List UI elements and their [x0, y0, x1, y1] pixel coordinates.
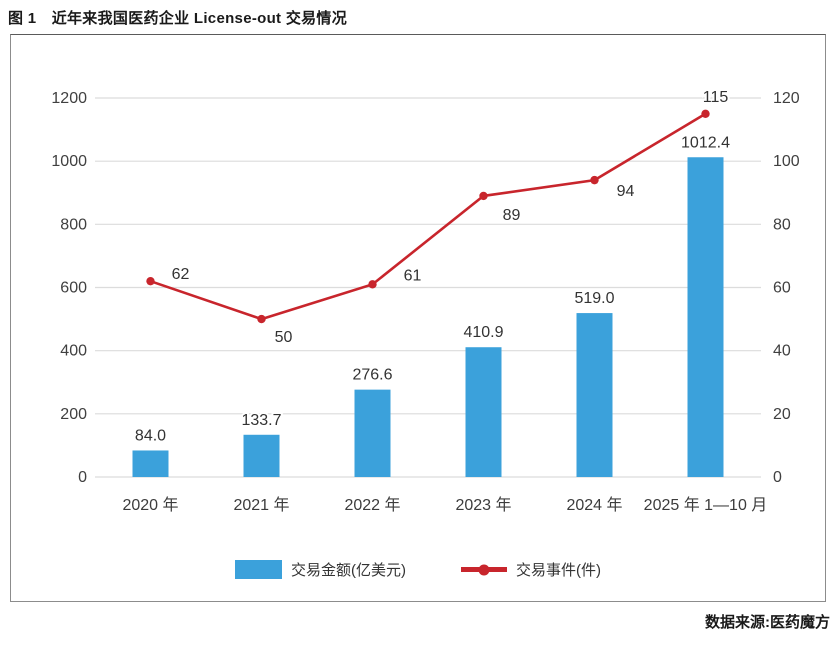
- line-point: [257, 314, 266, 324]
- x-axis-label: 2025 年 1—10 月: [644, 496, 768, 514]
- bar-value-label: 519.0: [574, 290, 614, 307]
- right-axis-tick: 40: [773, 343, 791, 360]
- left-axis-tick: 200: [60, 406, 87, 423]
- bar-series-swatch-icon: [235, 560, 282, 579]
- line-value-label: 62: [172, 266, 190, 283]
- chart-container: 0 0 200 20 400 40 600 60 800 80 1000 100 1200 120 84.0…: [10, 34, 826, 602]
- legend-item-amount: 交易金额(亿美元): [235, 559, 406, 580]
- bar: [687, 157, 724, 477]
- left-axis-tick: 600: [60, 280, 87, 297]
- x-axis-label: 2020 年: [122, 496, 178, 514]
- bar-value-label: 276.6: [352, 367, 392, 384]
- line-value-label: 115: [703, 89, 729, 106]
- x-axis-label: 2022 年: [344, 496, 400, 514]
- right-axis-tick: 80: [773, 216, 791, 233]
- bar: [243, 434, 280, 477]
- left-axis-tick: 0: [78, 469, 87, 486]
- right-axis-tick: 60: [773, 280, 791, 297]
- legend-item-events: 交易事件(件): [461, 559, 601, 580]
- figure-title: 图 1 近年来我国医药企业 License-out 交易情况: [8, 10, 348, 27]
- x-axis-label: 2024 年: [566, 496, 622, 514]
- x-axis-label: 2021 年: [233, 496, 289, 514]
- left-axis-tick: 400: [60, 343, 87, 360]
- chart-plot-area: 0 0 200 20 400 40 600 60 800 80 1000 100 1200 120 84.0…: [51, 87, 800, 514]
- right-axis-tick: 100: [773, 153, 800, 170]
- line-series-swatch-icon: [461, 564, 507, 575]
- bar-value-label: 133.7: [241, 412, 281, 429]
- left-axis-tick: 1200: [51, 90, 87, 107]
- legend-label-amount: 交易金额(亿美元): [291, 562, 406, 579]
- legend-label-events: 交易事件(件): [516, 562, 601, 579]
- right-axis-tick: 120: [773, 90, 800, 107]
- legend-dot-icon: [478, 564, 490, 575]
- line-value-label: 94: [617, 183, 635, 200]
- bar-value-label: 84.0: [135, 427, 166, 444]
- line-value-label: 50: [275, 329, 293, 346]
- right-axis-tick: 0: [773, 469, 782, 486]
- data-source: 数据来源:医药魔方: [705, 614, 830, 631]
- line-point: [590, 175, 599, 185]
- bar: [576, 313, 613, 477]
- bar: [132, 450, 169, 477]
- line-point: [701, 109, 710, 118]
- line-point: [479, 191, 488, 201]
- bar-value-label: 1012.4: [681, 134, 730, 151]
- x-axis-label: 2023 年: [455, 496, 511, 514]
- line-point: [368, 280, 377, 289]
- left-axis-tick: 1000: [51, 153, 87, 170]
- line-value-label: 61: [404, 267, 422, 284]
- bar-value-label: 410.9: [463, 324, 503, 341]
- line-value-label: 89: [503, 207, 521, 224]
- left-axis-tick: 800: [60, 216, 87, 233]
- right-axis-tick: 20: [773, 406, 791, 423]
- line-point: [146, 276, 155, 286]
- line-series: [150, 112, 707, 321]
- bar: [354, 389, 391, 477]
- bar: [465, 347, 502, 477]
- chart-legend: 交易金额(亿美元) 交易事件(件): [11, 559, 825, 580]
